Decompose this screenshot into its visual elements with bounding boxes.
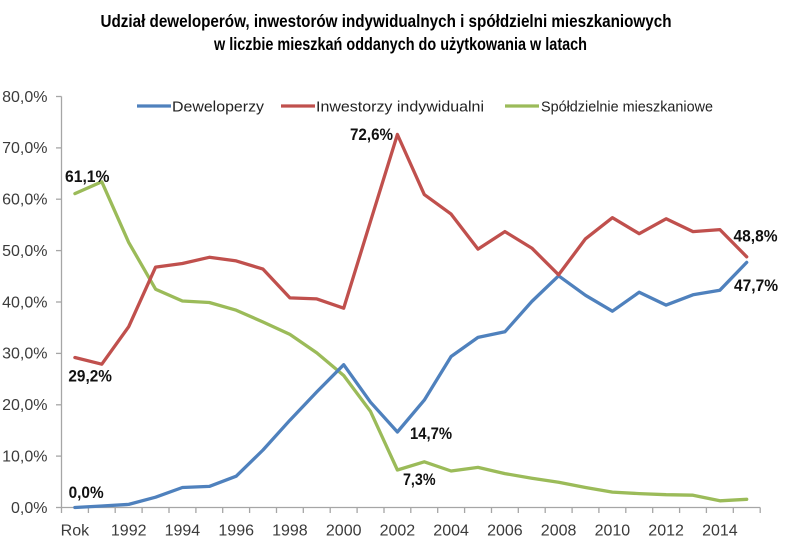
svg-text:29,2%: 29,2% — [68, 368, 112, 386]
svg-text:7,3%: 7,3% — [403, 471, 436, 489]
svg-text:Rok: Rok — [61, 523, 90, 540]
svg-text:Inwestorzy indywidualni: Inwestorzy indywidualni — [316, 99, 484, 116]
svg-text:14,7%: 14,7% — [410, 425, 452, 443]
svg-text:2010: 2010 — [595, 523, 631, 540]
svg-text:0,0%: 0,0% — [11, 500, 47, 517]
svg-text:10,0%: 10,0% — [2, 448, 47, 465]
svg-text:47,7%: 47,7% — [734, 277, 778, 295]
svg-text:60,0%: 60,0% — [2, 192, 47, 209]
svg-text:2002: 2002 — [380, 523, 416, 540]
svg-text:70,0%: 70,0% — [2, 140, 47, 157]
svg-text:50,0%: 50,0% — [2, 243, 47, 260]
svg-text:1994: 1994 — [165, 523, 201, 540]
svg-text:30,0%: 30,0% — [2, 346, 47, 363]
svg-text:2008: 2008 — [541, 523, 577, 540]
svg-text:w liczbie mieszkań oddanych d: w liczbie mieszkań oddanych do użytkowan… — [213, 34, 587, 54]
svg-text:Udział deweloperów, inwestorów: Udział deweloperów, inwestorów indywidua… — [101, 11, 672, 31]
svg-text:61,1%: 61,1% — [65, 168, 110, 186]
svg-text:40,0%: 40,0% — [2, 294, 47, 311]
svg-text:Deweloperzy: Deweloperzy — [172, 99, 265, 116]
svg-text:2014: 2014 — [702, 523, 738, 540]
svg-text:0,0%: 0,0% — [69, 484, 104, 502]
svg-text:1998: 1998 — [272, 523, 308, 540]
svg-text:80,0%: 80,0% — [2, 89, 47, 106]
svg-text:48,8%: 48,8% — [734, 227, 778, 245]
svg-text:Spółdzielnie mieszkaniowe: Spółdzielnie mieszkaniowe — [541, 99, 713, 116]
svg-text:1992: 1992 — [111, 523, 147, 540]
svg-text:2000: 2000 — [326, 523, 362, 540]
svg-text:2004: 2004 — [433, 523, 469, 540]
svg-text:2006: 2006 — [487, 523, 523, 540]
svg-text:1996: 1996 — [218, 523, 254, 540]
svg-text:2012: 2012 — [648, 523, 684, 540]
svg-text:20,0%: 20,0% — [2, 397, 47, 414]
svg-text:72,6%: 72,6% — [350, 126, 393, 144]
